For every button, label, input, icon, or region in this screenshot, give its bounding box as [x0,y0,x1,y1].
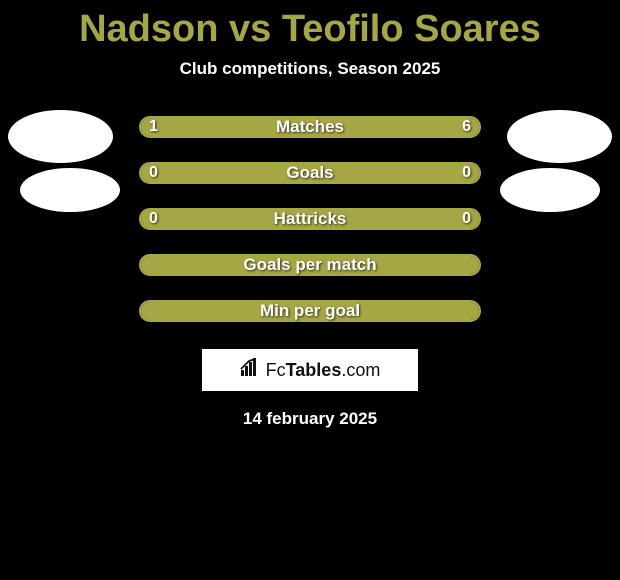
stat-rows: Matches16Goals00Hattricks00Goals per mat… [0,107,620,337]
stat-value-left: 0 [149,208,158,230]
comparison-card: Nadson vs Teofilo Soares Club competitio… [0,0,620,580]
brand-text: FcTables.com [266,360,381,381]
stat-bar [139,116,481,138]
stat-value-left: 1 [149,116,158,138]
stat-fill-right [202,118,479,136]
stat-row: Matches16 [0,107,620,153]
stat-row: Min per goal [0,291,620,337]
stat-value-right: 0 [462,208,471,230]
stat-bar [139,254,481,276]
stat-value-right: 0 [462,162,471,184]
stat-row: Goals00 [0,153,620,199]
stat-value-right: 6 [462,116,471,138]
stat-fill-left [141,302,479,320]
stat-fill-left [141,256,479,274]
chart-icon [240,358,262,383]
page-title: Nadson vs Teofilo Soares [0,0,620,51]
stat-row: Goals per match [0,245,620,291]
page-subtitle: Club competitions, Season 2025 [0,59,620,79]
date-label: 14 february 2025 [0,409,620,429]
stat-bar [139,162,481,184]
stat-bar [139,208,481,230]
brand-badge: FcTables.com [202,349,418,391]
stat-fill-left [141,164,479,182]
stat-row: Hattricks00 [0,199,620,245]
stat-value-left: 0 [149,162,158,184]
stat-bar [139,300,481,322]
stat-fill-left [141,210,479,228]
